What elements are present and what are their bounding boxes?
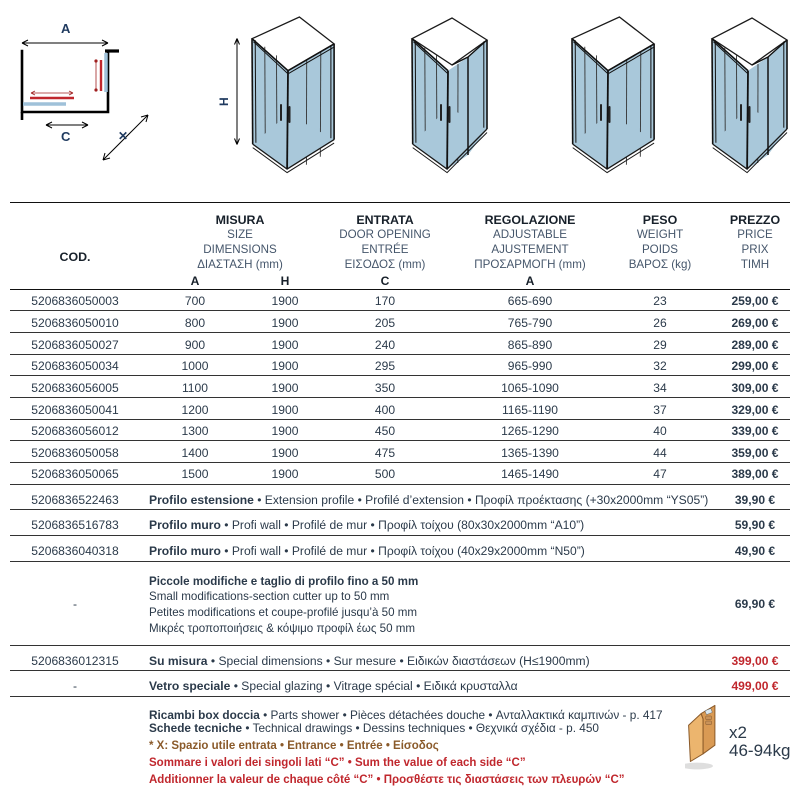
svg-text:x2: x2 xyxy=(729,723,747,742)
svg-text:H: H xyxy=(217,97,231,106)
svg-text:46-94kg: 46-94kg xyxy=(729,741,790,760)
